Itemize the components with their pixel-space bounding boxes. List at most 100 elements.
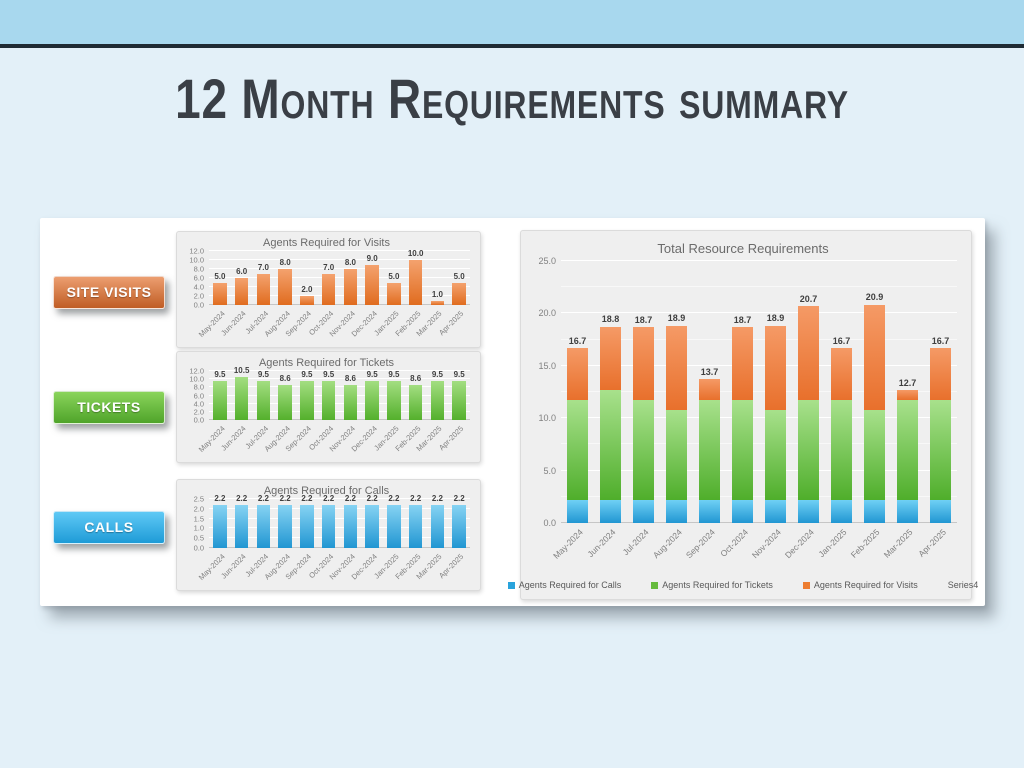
bar-segment[interactable] xyxy=(863,409,886,500)
bar-segment[interactable] xyxy=(797,400,820,500)
bar-segment[interactable] xyxy=(830,499,853,523)
bar[interactable] xyxy=(452,282,466,305)
bar-segment[interactable] xyxy=(566,348,589,401)
bar[interactable] xyxy=(278,269,292,305)
bar-segment[interactable] xyxy=(632,499,655,523)
bar[interactable] xyxy=(387,504,401,548)
bar-segment[interactable] xyxy=(896,499,919,523)
bar-segment[interactable] xyxy=(830,348,853,401)
bar-column[interactable]: 18.8 xyxy=(594,261,627,523)
bar[interactable] xyxy=(430,504,445,548)
bar[interactable] xyxy=(234,504,249,548)
bar-segment[interactable] xyxy=(797,499,820,523)
bar-segment[interactable] xyxy=(863,499,886,523)
bar-segment[interactable] xyxy=(599,389,622,500)
bar-column[interactable]: 18.7 xyxy=(627,261,660,523)
site-visits-button[interactable]: SITE VISITS xyxy=(53,276,165,309)
bar-segment[interactable] xyxy=(797,306,820,401)
bar-column[interactable]: 2.2 xyxy=(318,494,340,548)
bar-segment[interactable] xyxy=(566,400,589,500)
bar[interactable] xyxy=(256,504,271,548)
bar-column[interactable]: 5.0 xyxy=(209,251,231,305)
bar[interactable] xyxy=(234,278,249,305)
bar-column[interactable]: 18.7 xyxy=(726,261,759,523)
bar[interactable] xyxy=(408,504,423,548)
bar-segment[interactable] xyxy=(764,326,787,410)
bar[interactable] xyxy=(321,273,336,305)
bar-column[interactable]: 7.0 xyxy=(318,251,340,305)
bar[interactable] xyxy=(256,381,271,420)
bar-column[interactable]: 2.2 xyxy=(296,494,318,548)
bar[interactable] xyxy=(343,269,358,305)
bar-column[interactable]: 5.0 xyxy=(383,251,405,305)
bar-column[interactable]: 16.7 xyxy=(924,261,957,523)
bar[interactable] xyxy=(300,296,314,305)
bar-segment[interactable] xyxy=(665,326,688,410)
bar-column[interactable]: 8.6 xyxy=(274,371,296,420)
bar[interactable] xyxy=(300,504,314,548)
total-resource-stacked-chart[interactable]: Total Resource Requirements 25.0 20.0 15.0 1… xyxy=(507,230,978,600)
bar[interactable] xyxy=(300,381,314,420)
bar-segment[interactable] xyxy=(929,400,952,500)
bar-column[interactable]: 13.7 xyxy=(693,261,726,523)
bar[interactable] xyxy=(278,384,292,420)
bar-column[interactable]: 18.9 xyxy=(759,261,792,523)
bar-column[interactable]: 2.0 xyxy=(296,251,318,305)
bar-column[interactable]: 9.5 xyxy=(361,370,383,420)
calls-button[interactable]: CALLS xyxy=(53,511,165,544)
bar-column[interactable]: 8.0 xyxy=(340,251,362,305)
bar[interactable] xyxy=(213,282,227,305)
bar-segment[interactable] xyxy=(863,305,886,410)
bar[interactable] xyxy=(213,381,227,420)
bar[interactable] xyxy=(343,504,358,548)
bar-column[interactable]: 9.5 xyxy=(318,370,340,420)
bar-segment[interactable] xyxy=(599,499,622,523)
bar-column[interactable]: 8.6 xyxy=(340,371,362,420)
legend-item[interactable]: Agents Required for Tickets xyxy=(651,580,773,590)
bar-segment[interactable] xyxy=(698,400,721,500)
bar[interactable] xyxy=(278,504,292,548)
bar-column[interactable]: 2.2 xyxy=(231,494,253,548)
tickets-button[interactable]: TICKETS xyxy=(53,391,165,424)
bar[interactable] xyxy=(321,381,336,420)
bar-column[interactable]: 6.0 xyxy=(231,251,253,305)
bar-segment[interactable] xyxy=(896,389,919,401)
bar-segment[interactable] xyxy=(632,327,655,401)
bar-column[interactable]: 9.5 xyxy=(296,370,318,420)
bar[interactable] xyxy=(387,381,401,420)
bar-segment[interactable] xyxy=(731,327,754,401)
bar-column[interactable]: 10.5 xyxy=(231,366,253,420)
bar-segment[interactable] xyxy=(929,499,952,523)
bar-column[interactable]: 18.9 xyxy=(660,261,693,523)
bar[interactable] xyxy=(452,381,466,420)
bar-segment[interactable] xyxy=(665,409,688,500)
bar[interactable] xyxy=(256,273,271,305)
bar-segment[interactable] xyxy=(599,327,622,390)
bar[interactable] xyxy=(452,504,466,548)
bar-column[interactable]: 2.2 xyxy=(253,494,275,548)
visits-bar-chart[interactable]: Agents Required for Visits 12.0 10.0 8.0 6.0… xyxy=(176,231,481,348)
bar[interactable] xyxy=(213,504,227,548)
bar[interactable] xyxy=(321,504,336,548)
bar[interactable] xyxy=(387,282,401,305)
bar-segment[interactable] xyxy=(764,499,787,523)
tickets-bar-chart[interactable]: Agents Required for Tickets 12.0 10.0 8.0 6.… xyxy=(176,351,481,463)
bar-column[interactable]: 9.5 xyxy=(448,370,470,420)
bar[interactable] xyxy=(408,260,423,305)
bar-segment[interactable] xyxy=(929,348,952,401)
bar-segment[interactable] xyxy=(566,499,589,523)
bar-column[interactable]: 9.5 xyxy=(253,370,275,420)
bar-column[interactable]: 16.7 xyxy=(825,261,858,523)
bar-segment[interactable] xyxy=(665,499,688,523)
bar-column[interactable]: 9.0 xyxy=(361,251,383,305)
bar-segment[interactable] xyxy=(731,499,754,523)
bar-column[interactable]: 2.2 xyxy=(361,494,383,548)
bar-column[interactable]: 2.2 xyxy=(340,494,362,548)
bar[interactable] xyxy=(365,264,379,305)
bar-column[interactable]: 9.5 xyxy=(209,370,231,420)
bar-column[interactable]: 5.0 xyxy=(448,251,470,305)
bar-segment[interactable] xyxy=(830,400,853,500)
bar-column[interactable]: 1.0 xyxy=(427,251,449,305)
bar[interactable] xyxy=(365,381,379,420)
bar-column[interactable]: 9.5 xyxy=(383,370,405,420)
